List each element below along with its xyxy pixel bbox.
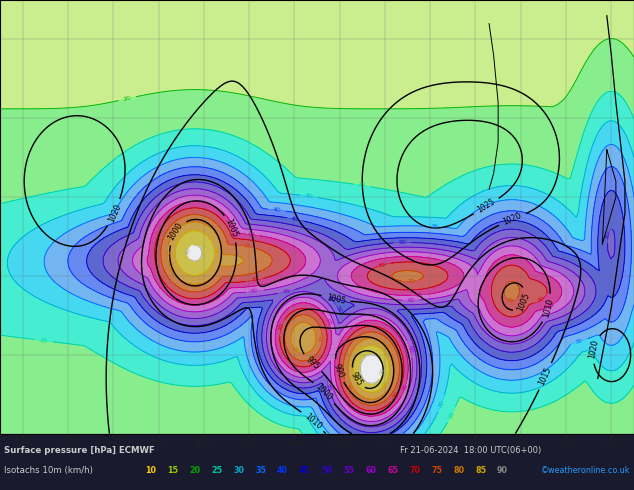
Text: 1010: 1010	[302, 412, 323, 431]
Text: 20: 20	[123, 96, 132, 102]
Text: 995: 995	[304, 355, 321, 371]
Text: 1020: 1020	[107, 202, 122, 223]
Text: 65: 65	[325, 318, 332, 326]
Text: 65: 65	[547, 301, 556, 310]
Text: 60: 60	[406, 344, 413, 353]
Text: 1020: 1020	[501, 212, 523, 227]
Text: 35: 35	[255, 466, 266, 475]
Text: 20: 20	[189, 466, 200, 475]
Text: 75: 75	[407, 278, 415, 284]
Text: 55: 55	[325, 383, 332, 392]
Text: 1000: 1000	[314, 383, 334, 403]
Text: 50: 50	[321, 466, 332, 475]
Text: 25: 25	[358, 182, 366, 189]
Text: 75: 75	[242, 243, 250, 249]
Text: 985: 985	[349, 370, 364, 388]
Text: 85: 85	[381, 380, 389, 389]
Text: 1020: 1020	[588, 339, 600, 360]
Text: 70: 70	[378, 262, 387, 269]
Text: 65: 65	[247, 232, 256, 238]
Text: 1025: 1025	[476, 197, 497, 215]
Text: 90: 90	[184, 246, 191, 255]
Text: 35: 35	[574, 338, 583, 345]
Text: 80: 80	[165, 250, 170, 258]
Text: 50: 50	[605, 230, 612, 239]
Text: 70: 70	[536, 296, 546, 304]
Text: 990: 990	[332, 363, 346, 379]
Text: 45: 45	[299, 466, 310, 475]
Text: 70: 70	[392, 391, 401, 400]
Text: 25: 25	[39, 338, 48, 343]
Text: 40: 40	[273, 207, 281, 213]
Text: 55: 55	[282, 288, 291, 295]
Text: Isotachs 10m (km/h): Isotachs 10m (km/h)	[4, 466, 98, 475]
Text: 75: 75	[344, 383, 351, 392]
Text: 60: 60	[250, 289, 259, 294]
Text: 75: 75	[320, 334, 325, 342]
Text: 25: 25	[448, 410, 456, 419]
Text: 10: 10	[145, 466, 156, 475]
Text: 80: 80	[291, 345, 300, 354]
Text: ©weatheronline.co.uk: ©weatheronline.co.uk	[541, 466, 630, 475]
Text: Surface pressure [hPa] ECMWF: Surface pressure [hPa] ECMWF	[4, 446, 155, 455]
Text: 85: 85	[475, 466, 486, 475]
Text: 50: 50	[399, 240, 406, 245]
Text: 15: 15	[167, 466, 178, 475]
Text: 1015: 1015	[537, 366, 553, 387]
Text: 65: 65	[416, 292, 424, 298]
Text: 75: 75	[505, 297, 514, 304]
Text: 70: 70	[250, 277, 259, 283]
Text: 60: 60	[407, 297, 415, 303]
Text: 85: 85	[212, 247, 217, 255]
Text: 70: 70	[409, 466, 420, 475]
Text: 90: 90	[497, 466, 508, 475]
Text: 1005: 1005	[516, 291, 532, 312]
Text: 90: 90	[379, 367, 385, 375]
Text: 80: 80	[384, 343, 392, 352]
Text: 80: 80	[453, 466, 464, 475]
Text: 50: 50	[335, 305, 343, 314]
Text: Fr 21-06-2024  18:00 UTC(06+00): Fr 21-06-2024 18:00 UTC(06+00)	[400, 446, 541, 455]
Text: 65: 65	[387, 466, 398, 475]
Text: 25: 25	[211, 466, 222, 475]
Text: 55: 55	[343, 466, 354, 475]
Text: 70: 70	[278, 323, 285, 332]
Text: 35: 35	[430, 224, 438, 229]
Text: 30: 30	[305, 194, 313, 199]
Text: 30: 30	[437, 399, 445, 408]
Text: 60: 60	[365, 466, 376, 475]
Text: 45: 45	[291, 216, 300, 222]
Text: 1010: 1010	[541, 298, 555, 319]
Text: 75: 75	[431, 466, 442, 475]
Text: 1005: 1005	[325, 293, 346, 305]
Text: 1005: 1005	[224, 218, 240, 239]
Text: 30: 30	[233, 466, 244, 475]
Text: 1000: 1000	[167, 221, 185, 243]
Text: 65: 65	[401, 383, 409, 392]
Text: 40: 40	[277, 466, 288, 475]
